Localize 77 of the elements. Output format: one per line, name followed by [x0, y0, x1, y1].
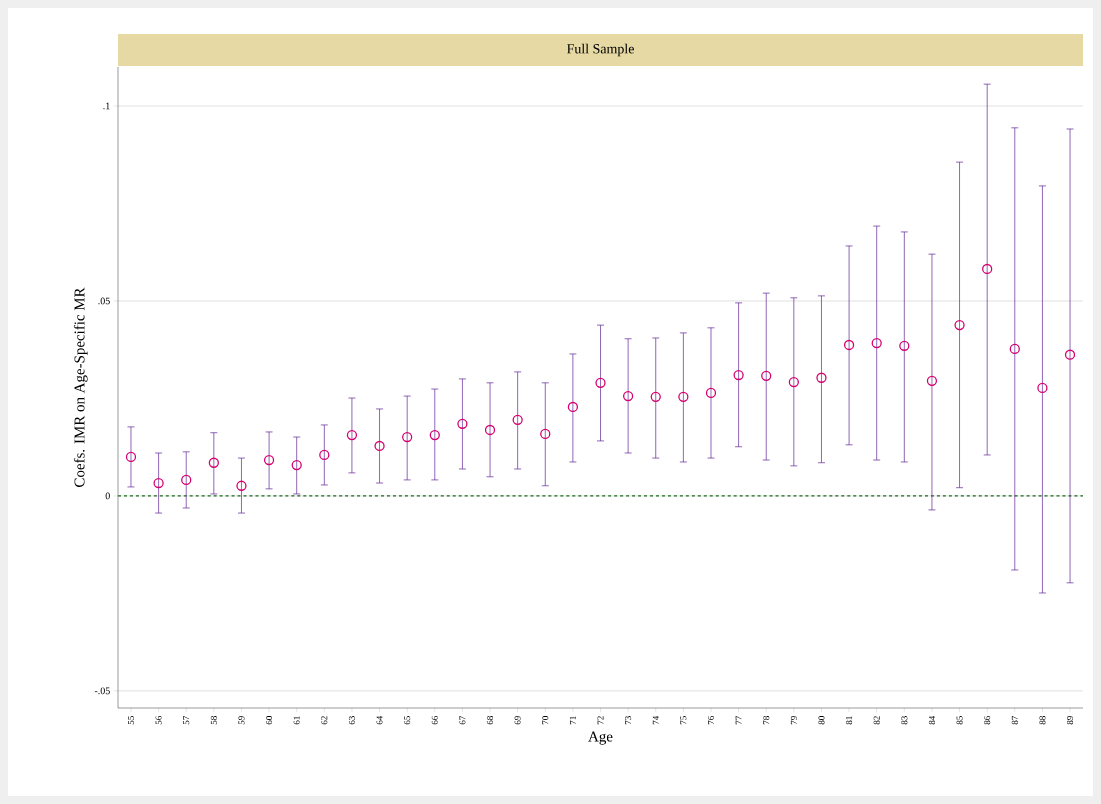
point [982, 263, 993, 275]
x-tick-label: 66 [431, 716, 438, 725]
x-tick-label: 57 [183, 716, 190, 725]
point [899, 340, 910, 351]
x-tick-label: 80 [818, 716, 825, 725]
point [236, 480, 247, 491]
x-tick-label: 65 [404, 716, 411, 725]
point [567, 401, 579, 413]
point [208, 457, 219, 468]
y-axis-title: Coefs. IMR on Age-Specific MR [73, 287, 88, 487]
x-tick-label: 68 [487, 716, 494, 725]
x-tick-label: 73 [625, 716, 632, 725]
point [954, 319, 965, 331]
x-tick-label: 74 [652, 715, 659, 725]
x-tick-label: 62 [321, 716, 328, 725]
y-tick-label: .1 [103, 102, 110, 110]
x-tick-label: 67 [459, 716, 466, 725]
y-tick-label: -.05 [94, 687, 110, 695]
point [319, 449, 330, 461]
point [788, 376, 799, 388]
x-tick-label: 70 [542, 716, 549, 725]
point [346, 429, 358, 441]
point [457, 418, 468, 429]
x-tick-label: 71 [569, 716, 576, 725]
x-tick-label: 59 [238, 716, 245, 725]
point [650, 391, 661, 402]
x-axis-title: Age [588, 731, 613, 745]
x-tick-label: 56 [155, 716, 162, 725]
point [512, 414, 523, 425]
point [1009, 343, 1020, 355]
point [540, 428, 551, 440]
x-tick-label: 63 [348, 716, 355, 725]
x-tick-label: 76 [707, 716, 714, 725]
x-tick-label: 79 [790, 716, 797, 725]
point [1037, 382, 1048, 394]
point [926, 375, 938, 386]
point [263, 454, 275, 466]
x-tick-label: 60 [266, 716, 273, 725]
point [678, 391, 689, 402]
x-tick-label: 64 [376, 715, 383, 725]
point [761, 370, 772, 381]
x-tick-label: 72 [597, 716, 604, 725]
point [429, 429, 440, 441]
point [484, 424, 496, 436]
point [125, 451, 137, 463]
point [153, 477, 164, 489]
x-tick-label: 75 [680, 716, 687, 725]
point [622, 390, 634, 402]
x-tick-label: 69 [514, 716, 521, 725]
point [374, 440, 385, 452]
point [291, 459, 302, 471]
x-tick-label: 78 [763, 716, 770, 725]
point [843, 339, 855, 351]
x-tick-label: 58 [210, 716, 217, 725]
x-tick-label: 84 [928, 715, 935, 725]
x-tick-label: 81 [846, 716, 853, 725]
x-tick-label: 82 [873, 716, 880, 725]
point [871, 337, 882, 349]
y-tick-label: 0 [105, 492, 110, 500]
point [181, 474, 192, 486]
point [1064, 349, 1076, 360]
x-tick-label: 77 [735, 716, 742, 725]
chart-title: Full Sample [567, 43, 634, 57]
point [595, 377, 606, 388]
x-tick-label: 83 [901, 716, 908, 725]
point [816, 372, 827, 383]
x-tick-label: 89 [1067, 716, 1074, 725]
point [402, 431, 413, 443]
point [733, 369, 744, 381]
x-tick-label: 55 [128, 716, 134, 725]
x-tick-label: 61 [293, 716, 300, 725]
y-tick-label: .05 [98, 297, 110, 305]
point [705, 387, 717, 399]
x-tick-label: 86 [984, 716, 991, 725]
x-tick-label: 85 [956, 716, 963, 725]
x-tick-label: 87 [1011, 716, 1018, 725]
x-tick-label: 88 [1039, 716, 1046, 725]
